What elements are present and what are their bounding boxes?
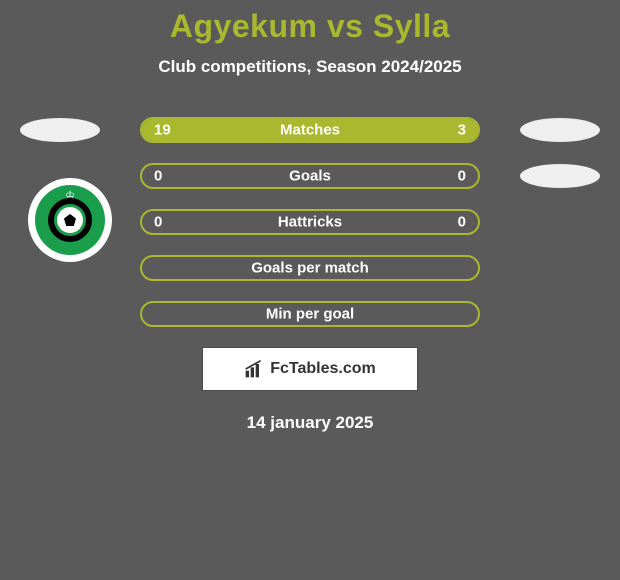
brand-footer[interactable]: FcTables.com <box>202 347 418 391</box>
value-right: 3 <box>458 122 466 139</box>
subtitle: Club competitions, Season 2024/2025 <box>0 57 620 77</box>
fill-right <box>404 119 478 141</box>
stat-bar: 19 3 Matches <box>140 117 480 143</box>
player-badge-left <box>20 118 100 142</box>
player-badge-right <box>520 164 600 188</box>
stat-bar: Min per goal <box>140 301 480 327</box>
club-badge-left: ♔ <box>28 178 112 262</box>
page-title: Agyekum vs Sylla <box>0 8 620 45</box>
stat-label: Goals <box>289 168 331 185</box>
brand-text: FcTables.com <box>270 360 376 378</box>
bars-icon <box>244 359 264 379</box>
date-label: 14 january 2025 <box>0 413 620 433</box>
stat-label: Matches <box>280 122 340 139</box>
club-logo: ♔ <box>35 185 105 255</box>
value-left: 0 <box>154 214 162 231</box>
stat-row: 19 3 Matches <box>0 117 620 143</box>
player-badge-right <box>520 118 600 142</box>
value-left: 19 <box>154 122 171 139</box>
stat-label: Hattricks <box>278 214 342 231</box>
stat-row: Goals per match <box>0 255 620 281</box>
stat-bar: Goals per match <box>140 255 480 281</box>
stat-bar: 0 0 Hattricks <box>140 209 480 235</box>
stat-label: Goals per match <box>251 260 369 277</box>
value-right: 0 <box>458 168 466 185</box>
value-right: 0 <box>458 214 466 231</box>
fill-left <box>142 119 404 141</box>
stat-row: Min per goal <box>0 301 620 327</box>
stat-bar: 0 0 Goals <box>140 163 480 189</box>
ball-icon <box>57 207 83 233</box>
value-left: 0 <box>154 168 162 185</box>
stat-label: Min per goal <box>266 306 354 323</box>
